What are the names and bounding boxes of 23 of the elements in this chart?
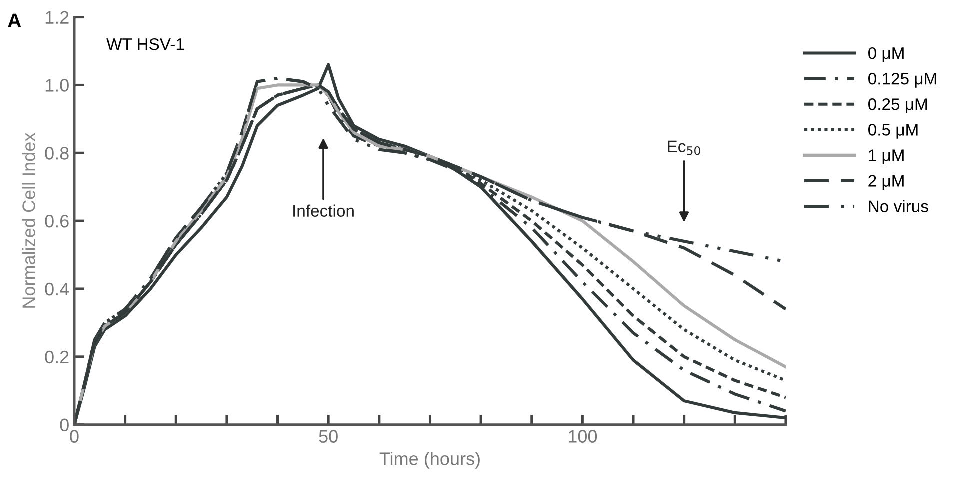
legend-label: 0.5 μM — [868, 124, 918, 139]
y-tick-label: 0.6 — [45, 215, 69, 228]
y-tick-label: 0.8 — [45, 147, 69, 160]
legend-label: 0.25 μM — [868, 98, 928, 114]
x-axis-title: Time (hours) — [380, 452, 480, 469]
x-tick-label: 100 — [569, 430, 598, 443]
x-tick-label: 50 — [319, 430, 338, 443]
y-tick-label: 0.2 — [45, 350, 69, 364]
legend-label: 0.125 μM — [868, 73, 936, 88]
legend-label: No virus — [869, 200, 928, 212]
y-axis-title: Normalized Cell Index — [22, 132, 36, 308]
annotation: WT HSV-1 — [106, 38, 184, 50]
legend-label: 1 μM — [869, 150, 904, 164]
legend-label: 2 μM — [868, 175, 904, 190]
annotation: Ec$_{50}$ — [668, 140, 700, 156]
annotation: Infection — [294, 204, 354, 218]
x-tick-label: 0 — [70, 430, 79, 443]
y-tick-label: 1.0 — [46, 79, 69, 92]
y-tick-label: 0.4 — [45, 282, 70, 296]
y-tick-label: 0 — [60, 418, 69, 432]
legend-label: 0 μM — [868, 47, 904, 62]
text: A — [8, 14, 22, 28]
y-tick-label: 1.2 — [46, 11, 69, 24]
